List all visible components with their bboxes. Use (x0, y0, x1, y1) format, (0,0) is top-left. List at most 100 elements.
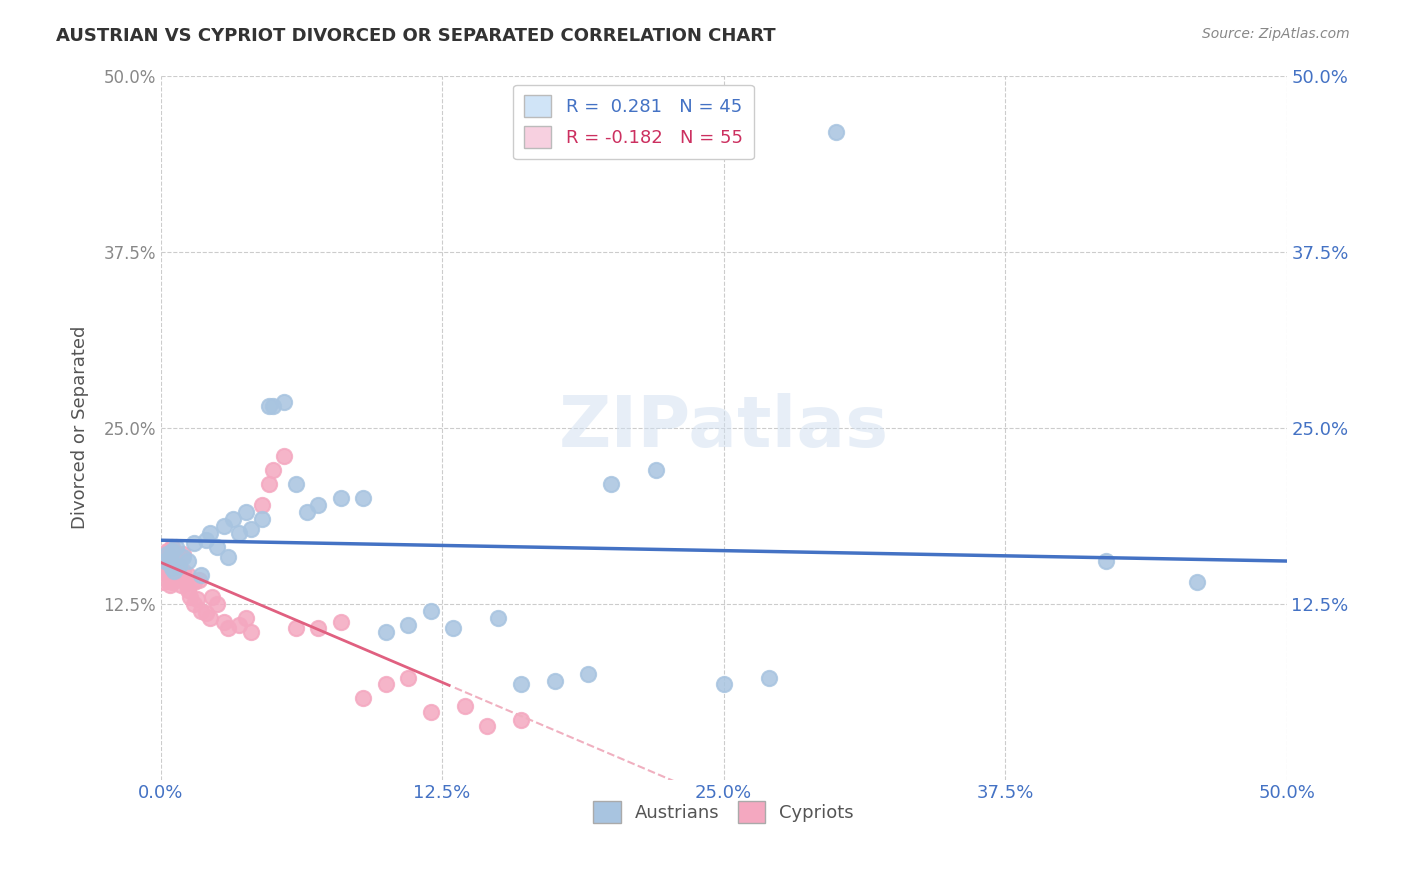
Point (212, 519, 235, 533)
Point (257, 400, 280, 414)
Point (825, 125, 848, 139)
Point (152, 575, 174, 590)
Point (172, 547, 194, 561)
Point (396, 671, 419, 685)
Point (160, 561, 183, 575)
Text: Source: ZipAtlas.com: Source: ZipAtlas.com (1202, 27, 1350, 41)
Point (167, 568, 190, 582)
Point (159, 550, 181, 565)
Point (159, 550, 181, 565)
Point (194, 607, 217, 621)
Point (250, 512, 273, 526)
Point (156, 568, 179, 582)
Point (163, 564, 186, 578)
Point (153, 547, 176, 561)
Point (510, 714, 533, 728)
Point (217, 550, 239, 565)
Point (156, 547, 179, 561)
Point (174, 575, 197, 590)
Legend: Austrians, Cypriots: Austrians, Cypriots (582, 790, 865, 834)
Point (758, 671, 780, 685)
Point (170, 578, 193, 592)
Point (600, 476, 623, 491)
Point (198, 526, 221, 541)
Point (194, 533, 217, 548)
Point (167, 558, 190, 573)
Point (160, 564, 183, 578)
Point (163, 573, 186, 587)
Point (284, 621, 307, 635)
Point (153, 564, 176, 578)
Point (205, 597, 228, 611)
Point (419, 604, 441, 618)
Point (186, 592, 208, 607)
Point (190, 604, 212, 618)
Point (544, 673, 567, 688)
Point (172, 550, 194, 565)
Point (307, 621, 329, 635)
Point (165, 564, 187, 578)
Point (262, 400, 284, 414)
Point (713, 677, 735, 691)
Point (307, 498, 329, 512)
Point (239, 522, 262, 536)
Point (239, 624, 262, 639)
Point (441, 621, 464, 635)
Point (160, 544, 183, 558)
Point (273, 449, 295, 463)
Point (295, 505, 318, 519)
Point (453, 699, 475, 714)
Point (235, 505, 257, 519)
Point (1095, 554, 1118, 568)
Point (284, 476, 307, 491)
Point (273, 395, 295, 409)
Point (329, 615, 352, 629)
Point (156, 544, 179, 558)
Point (187, 573, 209, 587)
Point (179, 590, 201, 604)
Point (201, 590, 224, 604)
Point (486, 610, 509, 624)
Point (352, 491, 374, 505)
Point (159, 578, 181, 592)
Y-axis label: Divorced or Separated: Divorced or Separated (72, 326, 89, 529)
Point (165, 547, 187, 561)
Point (160, 575, 183, 590)
Point (475, 719, 498, 733)
Point (183, 597, 205, 611)
Point (153, 554, 176, 568)
Text: ZIPatlas: ZIPatlas (558, 393, 889, 462)
Point (250, 498, 273, 512)
Point (190, 568, 212, 582)
Point (228, 526, 250, 541)
Point (419, 705, 441, 719)
Point (578, 667, 600, 681)
Point (167, 558, 190, 573)
Point (374, 624, 396, 639)
Point (510, 677, 533, 691)
Point (205, 541, 228, 555)
Point (396, 617, 419, 632)
Point (165, 541, 187, 555)
Point (1185, 575, 1208, 590)
Point (329, 491, 352, 505)
Point (163, 554, 186, 568)
Point (374, 677, 396, 691)
Point (156, 558, 179, 573)
Point (228, 617, 250, 632)
Point (183, 536, 205, 550)
Point (262, 463, 284, 477)
Point (170, 550, 193, 565)
Point (257, 476, 280, 491)
Point (221, 512, 243, 526)
Point (198, 610, 221, 624)
Point (235, 610, 257, 624)
Point (645, 463, 668, 477)
Point (152, 554, 174, 568)
Point (352, 690, 374, 705)
Point (176, 554, 198, 568)
Text: AUSTRIAN VS CYPRIOT DIVORCED OR SEPARATED CORRELATION CHART: AUSTRIAN VS CYPRIOT DIVORCED OR SEPARATE… (56, 27, 776, 45)
Point (217, 621, 239, 635)
Point (160, 561, 183, 575)
Point (212, 615, 235, 629)
